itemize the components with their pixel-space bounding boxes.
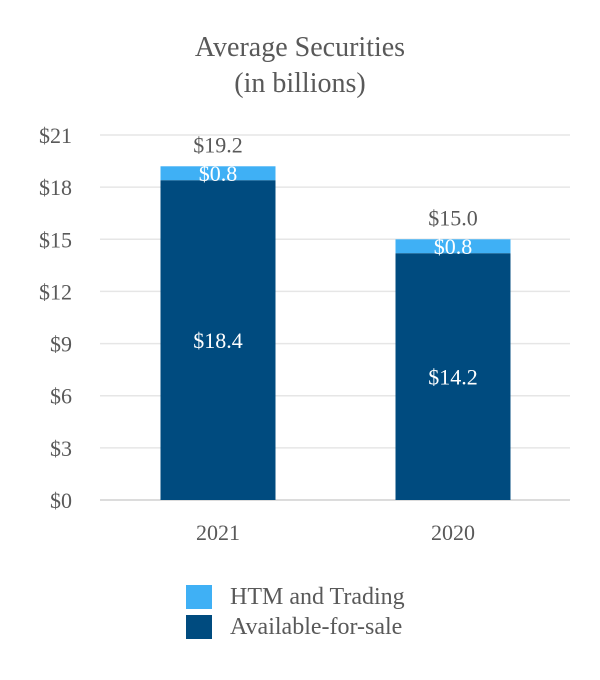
data-label: $0.8 bbox=[199, 161, 238, 186]
data-label: $0.8 bbox=[434, 234, 473, 259]
legend-swatch-htm-trading bbox=[186, 585, 212, 609]
y-tick-label: $9 bbox=[50, 332, 72, 357]
y-tick-label: $3 bbox=[50, 436, 72, 461]
data-label: $14.2 bbox=[428, 365, 478, 390]
legend-item-available-for-sale: Available-for-sale bbox=[186, 612, 405, 642]
legend-label-available-for-sale: Available-for-sale bbox=[230, 613, 403, 640]
x-tick-label: 2021 bbox=[196, 520, 240, 545]
y-tick-label: $15 bbox=[39, 227, 72, 252]
x-tick-label: 2020 bbox=[431, 520, 475, 545]
chart-subtitle: (in billions) bbox=[234, 68, 366, 99]
y-tick-label: $21 bbox=[39, 123, 72, 148]
y-tick-label: $6 bbox=[50, 384, 72, 409]
y-tick-label: $0 bbox=[50, 488, 72, 513]
bar-segment bbox=[395, 253, 511, 500]
bar-segment bbox=[395, 239, 511, 254]
legend-swatch-available-for-sale bbox=[186, 615, 212, 639]
y-tick-label: $18 bbox=[39, 175, 72, 200]
bar-segment bbox=[160, 166, 276, 181]
legend-label-htm-trading: HTM and Trading bbox=[230, 583, 405, 610]
chart-title: Average Securities bbox=[194, 32, 406, 63]
legend-item-htm-trading: HTM and Trading bbox=[186, 582, 405, 612]
data-label: $18.4 bbox=[193, 328, 243, 353]
total-label: $19.2 bbox=[193, 132, 243, 157]
bar-segment bbox=[160, 180, 276, 500]
legend: HTM and Trading Available-for-sale bbox=[186, 582, 405, 642]
total-label: $15.0 bbox=[428, 205, 478, 230]
y-tick-label: $12 bbox=[39, 279, 72, 304]
